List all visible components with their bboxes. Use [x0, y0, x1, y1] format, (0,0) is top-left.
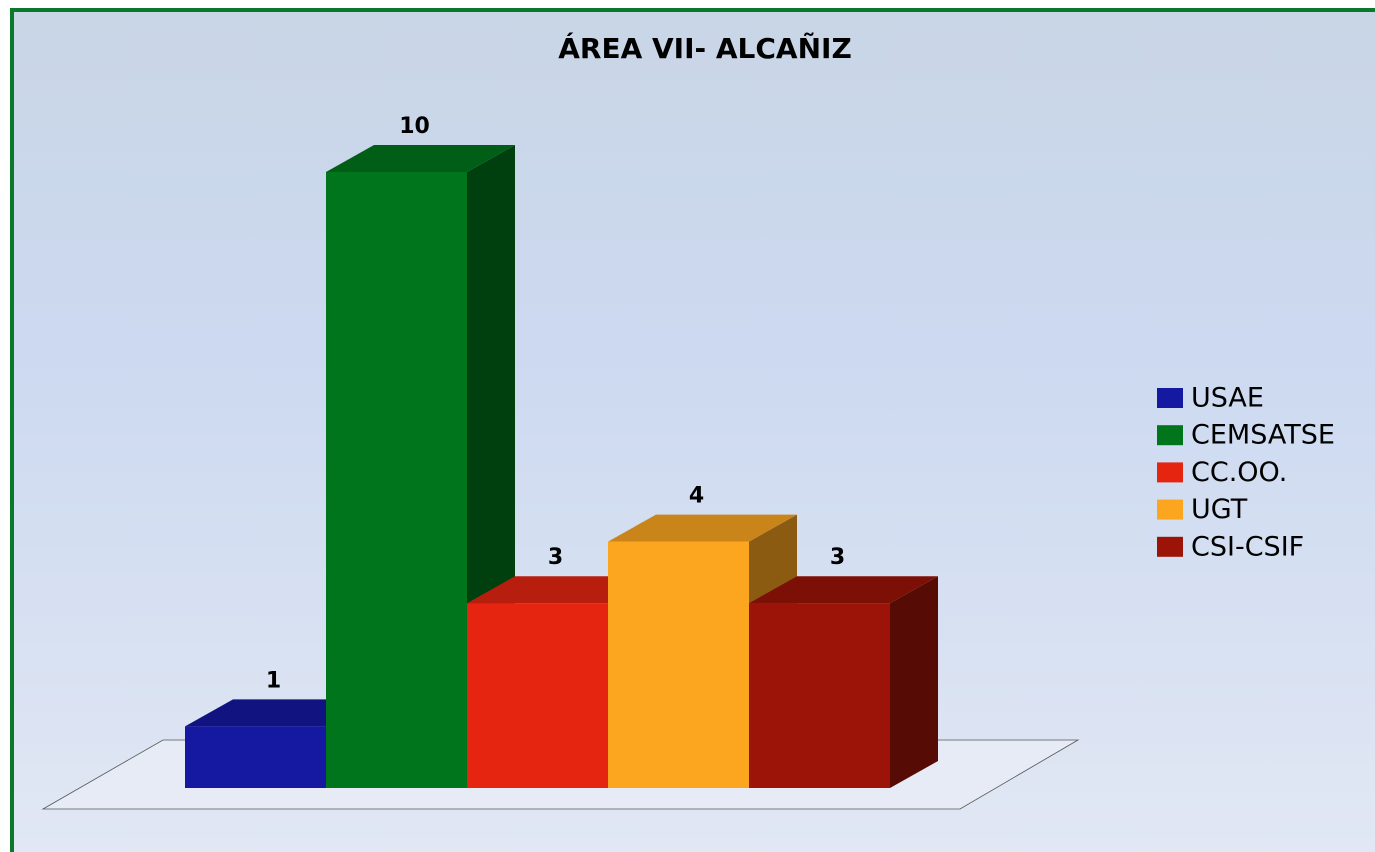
data-label: 3: [830, 545, 845, 570]
data-label: 4: [689, 484, 704, 509]
data-label: 1: [266, 668, 281, 693]
bar: [326, 172, 467, 788]
legend-label: USAE: [1191, 383, 1264, 414]
legend-label: CEMSATSE: [1191, 420, 1335, 451]
legend-label: CC.OO.: [1191, 457, 1287, 488]
legend-swatch: [1157, 425, 1183, 446]
legend-swatch: [1157, 536, 1183, 557]
bar: [749, 603, 890, 788]
bar: [185, 726, 326, 788]
legend-label: UGT: [1191, 494, 1248, 525]
chart-title: ÁREA VII- ALCAÑIZ: [558, 31, 852, 65]
bar-top: [326, 145, 515, 172]
bar: [608, 541, 749, 788]
data-label: 3: [548, 545, 563, 570]
legend-label: CSI-CSIF: [1191, 531, 1304, 562]
legend-swatch: [1157, 388, 1183, 408]
bar: [467, 603, 608, 788]
data-label: 10: [399, 114, 430, 139]
bar-top: [749, 576, 938, 604]
bar-side: [890, 576, 938, 788]
bar-top: [608, 514, 797, 542]
legend-swatch: [1157, 462, 1183, 483]
bars: 1 10 3 4 3: [185, 114, 938, 788]
legend: USAE CEMSATSE CC.OO. UGT CSI-CSIF: [1157, 383, 1335, 562]
legend-swatch: [1157, 499, 1183, 520]
